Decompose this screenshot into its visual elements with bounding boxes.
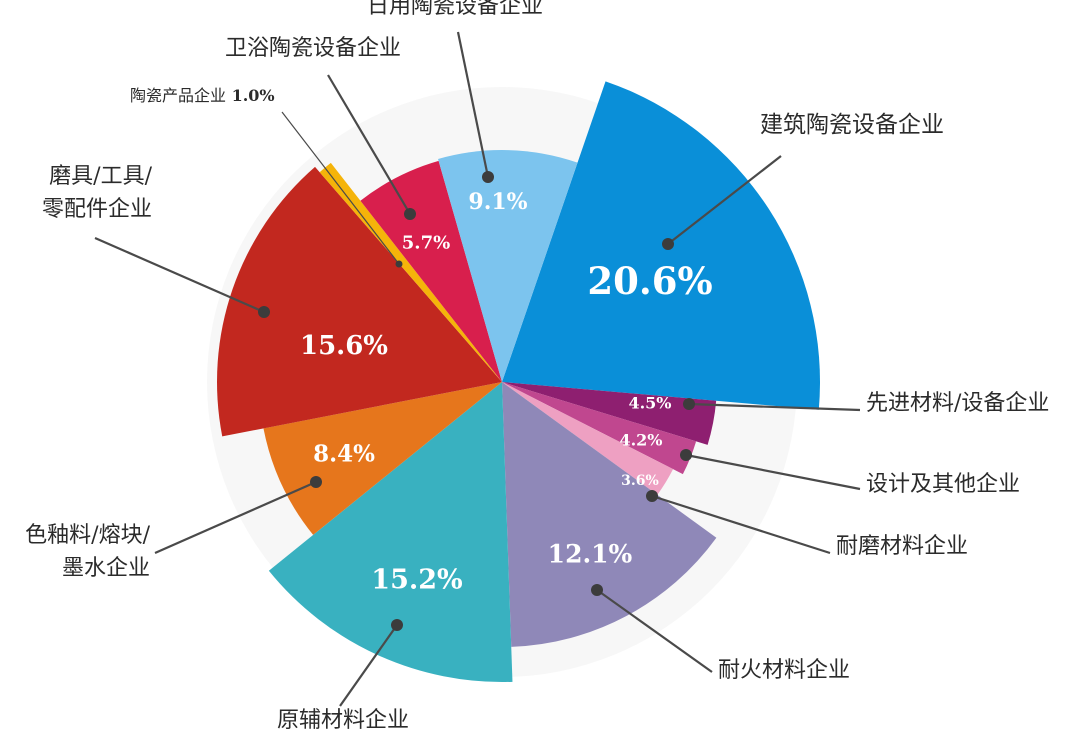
- slice-10-wedge: [360, 160, 502, 382]
- slice-5-wedge: [502, 382, 717, 647]
- slice-11-category-label: 日用陶瓷设备企业: [367, 0, 543, 19]
- slice-7-leader-dot: [310, 476, 322, 488]
- slice-1-leader-dot: [662, 238, 674, 250]
- slice-3-value-label: 4.2%: [619, 431, 662, 450]
- slice-2-value-label: 4.5%: [628, 394, 671, 413]
- slice-7-leader-line: [154, 480, 317, 555]
- slice-8-leader-line: [94, 236, 265, 314]
- slice-9-value-label: 1.0%: [226, 86, 275, 105]
- slice-10-value-label: 5.7%: [402, 233, 450, 254]
- slice-10-category-label: 卫浴陶瓷设备企业: [225, 36, 401, 61]
- slice-3-category-label: 设计及其他企业: [866, 472, 1020, 497]
- slice-6-category-label: 原辅材料企业: [277, 708, 409, 733]
- slice-6-leader-dot: [391, 619, 403, 631]
- slice-11-wedge: [438, 150, 578, 382]
- slice-8-wedge: [217, 166, 502, 437]
- slice-3-wedge: [502, 382, 697, 475]
- slice-4-value-label: 3.6%: [621, 473, 659, 489]
- slice-3-leader-dot: [680, 449, 692, 461]
- slice-8-category-label: 磨具/工具/零配件企业: [42, 164, 153, 222]
- slice-4-category-label: 耐磨材料企业: [836, 534, 968, 559]
- slice-2-leader-dot: [683, 398, 695, 410]
- slice-7-wedge: [263, 382, 502, 535]
- slice-2-leader-line: [688, 402, 861, 412]
- slice-10-leader-line: [327, 74, 411, 215]
- slice-5-category-label: 耐火材料企业: [718, 658, 850, 683]
- slice-6-wedge: [268, 382, 513, 683]
- slice-3-leader-line: [685, 453, 861, 491]
- slice-7-category-label: 色釉料/熔块/墨水企业: [25, 523, 150, 581]
- slice-4-wedge: [502, 382, 674, 495]
- slice-11-value-label: 9.1%: [468, 189, 527, 215]
- slice-9-category-label: 陶瓷产品企业 1.0%: [130, 86, 275, 105]
- slice-2-category-label: 先进材料/设备企业: [866, 391, 1049, 416]
- slice-9-leader-dot: [395, 260, 403, 268]
- slice-1-value-label: 20.6%: [587, 259, 712, 303]
- slice-11-leader-dot: [482, 171, 494, 183]
- slice-9-wedge: [319, 162, 502, 382]
- slice-8-value-label: 15.6%: [300, 331, 388, 361]
- slice-7-value-label: 8.4%: [313, 441, 375, 468]
- slice-2-wedge: [502, 382, 717, 445]
- slice-1-category-label: 建筑陶瓷设备企业: [760, 112, 944, 138]
- slice-8-leader-dot: [258, 306, 270, 318]
- slice-11-leader-line: [456, 31, 490, 178]
- slice-9-leader-line: [281, 111, 400, 265]
- slice-6-value-label: 15.2%: [371, 565, 462, 596]
- slice-1-leader-line: [667, 155, 782, 245]
- slice-5-value-label: 12.1%: [548, 540, 633, 569]
- slice-10-leader-dot: [404, 208, 416, 220]
- slice-6-leader-line: [339, 624, 398, 707]
- slice-5-leader-dot: [591, 584, 603, 596]
- slice-4-leader-line: [651, 494, 831, 555]
- slice-1-wedge: [502, 81, 820, 410]
- slice-4-leader-dot: [646, 490, 658, 502]
- slice-5-leader-line: [596, 589, 713, 673]
